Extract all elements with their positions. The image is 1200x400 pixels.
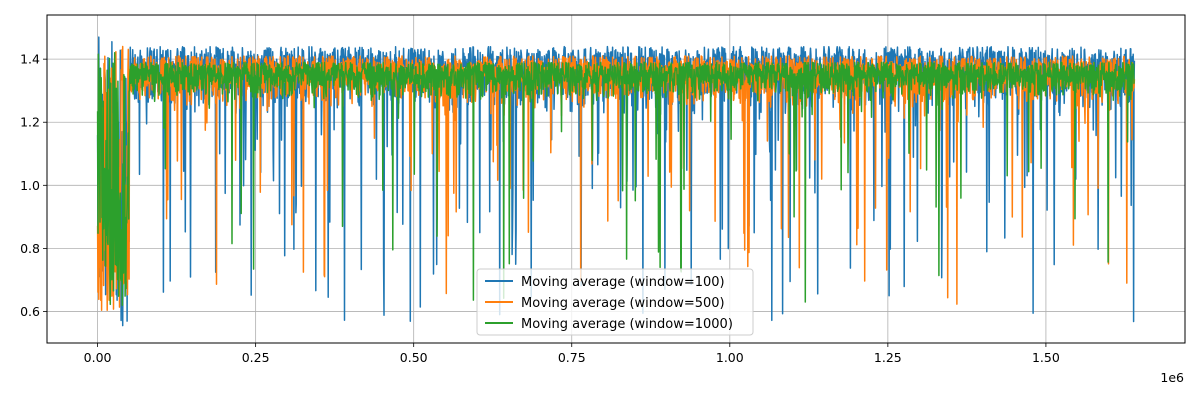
x-tick-label: 1.50: [1032, 350, 1060, 365]
y-tick-label: 1.2: [20, 115, 40, 130]
x-tick-label: 0.25: [242, 350, 270, 365]
y-tick-label: 0.8: [20, 241, 40, 256]
legend-box: [476, 268, 754, 336]
y-tick-label: 1.4: [20, 52, 40, 67]
x-tick-label: 1.25: [874, 350, 902, 365]
x-tick-label: 0.50: [400, 350, 428, 365]
plot-frame: [46, 14, 1186, 344]
x-tick-label: 0.75: [558, 350, 586, 365]
legend-label: Moving average (window=1000): [521, 317, 733, 332]
x-tick-label: 1.00: [716, 350, 744, 365]
y-axis: 0.6 0.8 1.0 1.2 1.4: [20, 52, 47, 319]
y-tick-label: 0.6: [20, 304, 40, 319]
x-axis: 0.00 0.25 0.50 0.75 1.00 1.25 1.50: [84, 343, 1060, 365]
legend-label: Moving average (window=500): [521, 296, 725, 311]
legend-label: Moving average (window=100): [521, 275, 725, 290]
y-tick-label: 1.0: [20, 178, 40, 193]
series-line: [96, 52, 1135, 306]
legend: Moving average (window=100) Moving averag…: [476, 268, 754, 336]
x-axis-offset-label: 1e6: [1160, 370, 1184, 385]
series-layer: [96, 36, 1136, 327]
x-tick-label: 0.00: [84, 350, 112, 365]
